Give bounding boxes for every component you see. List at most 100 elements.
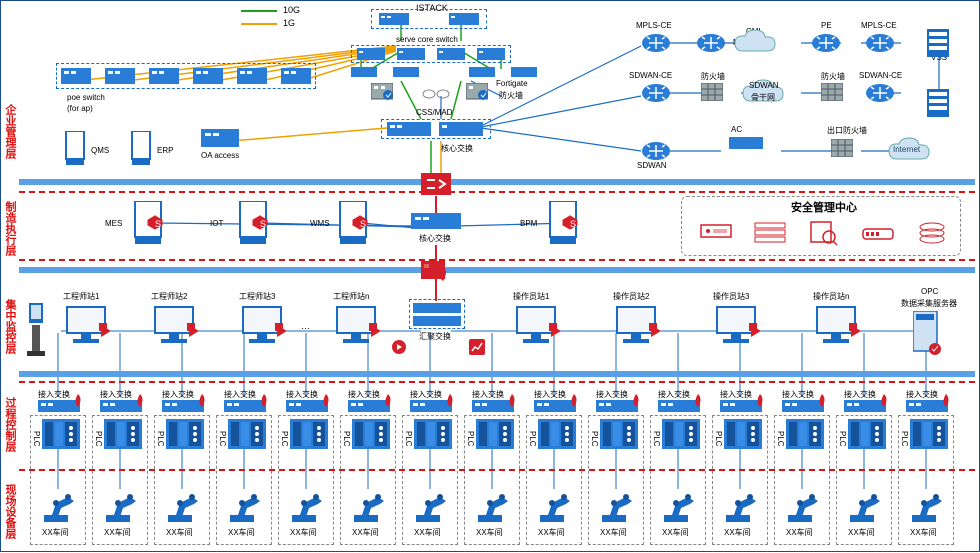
poe-switch xyxy=(237,68,267,86)
fw-mid-1 xyxy=(701,83,723,103)
sdwan-ce-l-label: SDWAN-CE xyxy=(629,71,672,80)
sdwan-bb-label: SDWAN xyxy=(749,81,778,90)
istack-group xyxy=(371,9,487,29)
op-station-2-label: 操作员站2 xyxy=(613,291,649,302)
router-mpls-ce-r xyxy=(865,33,895,55)
opc-label-1: OPC xyxy=(921,287,938,296)
iot-label: IOT xyxy=(210,219,223,228)
fw-badge xyxy=(754,394,766,410)
fw-badge xyxy=(816,394,828,410)
workshop-column xyxy=(340,415,396,545)
access-switch-label: 接入交换 xyxy=(596,389,628,400)
svg-text:S: S xyxy=(155,219,161,229)
fortigate-label1: Fortigate xyxy=(496,79,528,88)
security-icon-0 xyxy=(699,219,733,249)
fw-badge xyxy=(382,394,394,410)
access-switch-label: 接入交换 xyxy=(410,389,442,400)
qms-label: QMS xyxy=(91,146,109,155)
workshop-label: XX车间 xyxy=(476,527,503,538)
red-separator xyxy=(19,191,975,193)
workshop-label: XX车间 xyxy=(104,527,131,538)
security-center-title: 安全管理中心 xyxy=(791,199,857,215)
access-switch-label: 接入交换 xyxy=(38,389,70,400)
sdwan-ce-r-label: SDWAN-CE xyxy=(859,71,902,80)
alert-icon-l xyxy=(391,339,407,357)
fw-badge xyxy=(258,394,270,410)
op-station-2 xyxy=(611,301,665,353)
robot-icon xyxy=(846,487,886,525)
ac-device xyxy=(729,137,763,151)
router-2 xyxy=(696,33,726,55)
svg-text:S: S xyxy=(360,219,366,229)
serve-core-switch xyxy=(437,48,465,62)
svg-text:S: S xyxy=(260,219,266,229)
cssmad-label: CSS/MAD xyxy=(416,108,452,117)
vss-rack-2 xyxy=(927,89,949,119)
serve-core-switch xyxy=(477,48,505,62)
workshop-label: XX车间 xyxy=(352,527,379,538)
op-station-3-label: 操作员站3 xyxy=(713,291,749,302)
poe-label-1: poe switch xyxy=(67,93,105,102)
fw-r-label: 防火墙 xyxy=(821,71,845,82)
workshop-label: XX车间 xyxy=(786,527,813,538)
workshop-column xyxy=(402,415,458,545)
eng-station-4-label: 工程师站n xyxy=(333,291,369,302)
op-station-1-label: 操作员站1 xyxy=(513,291,549,302)
robot-icon xyxy=(226,487,266,525)
poe-group xyxy=(56,63,316,89)
fw-badge xyxy=(134,394,146,410)
robot-icon xyxy=(660,487,700,525)
robot-icon xyxy=(412,487,452,525)
eng-station-2-label: 工程师站2 xyxy=(151,291,187,302)
mid-firewall-icon xyxy=(421,261,451,287)
layer-label: 集中监控层 xyxy=(3,281,17,371)
layer-label: 制造执行层 xyxy=(3,193,17,263)
wms-server: S xyxy=(336,201,370,247)
op-station-3 xyxy=(711,301,765,353)
router-pe xyxy=(811,33,841,55)
vss-rack-1 xyxy=(927,29,949,59)
eng-station-2 xyxy=(149,301,203,353)
erp-server-icon xyxy=(129,131,153,167)
fw-badge xyxy=(878,394,890,410)
fw-badge xyxy=(444,394,456,410)
core-switch-label-1: 核心交换 xyxy=(441,143,473,154)
poe-switch xyxy=(61,68,91,86)
workshop-column xyxy=(650,415,706,545)
mes-label: MES xyxy=(105,219,122,228)
eng-station-3-label: 工程师站3 xyxy=(239,291,275,302)
access-switch-label: 接入交换 xyxy=(472,389,504,400)
fw-badge xyxy=(692,394,704,410)
kiosk-icon xyxy=(23,301,49,359)
workshop-label: XX车间 xyxy=(910,527,937,538)
workshop-column xyxy=(526,415,582,545)
workshop-label: XX车间 xyxy=(290,527,317,538)
router-sdwan xyxy=(641,141,671,163)
robot-icon xyxy=(722,487,762,525)
eng-station-3 xyxy=(237,301,291,353)
l2-core-switch-icon xyxy=(411,213,461,231)
workshop-column xyxy=(774,415,830,545)
access-switch-label: 接入交换 xyxy=(782,389,814,400)
security-icon-4 xyxy=(915,219,949,249)
workshop-column xyxy=(588,415,644,545)
fw-badge xyxy=(72,394,84,410)
layer-label: 现场设备层 xyxy=(3,481,17,541)
huiju-sw-2 xyxy=(413,316,461,328)
layer-label: 过程控制层 xyxy=(3,389,17,459)
robot-icon xyxy=(40,487,80,525)
access-switch-label: 接入交换 xyxy=(286,389,318,400)
fw-badge xyxy=(196,394,208,410)
erp-label: ERP xyxy=(157,146,173,155)
layer-band xyxy=(19,371,975,377)
security-icon-1 xyxy=(753,219,787,249)
robot-icon xyxy=(288,487,328,525)
opc-label-2: 数据采集服务器 xyxy=(901,298,957,309)
eng-station-1 xyxy=(61,301,115,353)
robot-icon xyxy=(102,487,142,525)
workshop-column xyxy=(30,415,86,545)
cssmad-sw-r xyxy=(439,122,483,138)
workshop-label: XX车间 xyxy=(166,527,193,538)
serve-core-switch xyxy=(357,48,385,62)
iot-server: S xyxy=(236,201,270,247)
